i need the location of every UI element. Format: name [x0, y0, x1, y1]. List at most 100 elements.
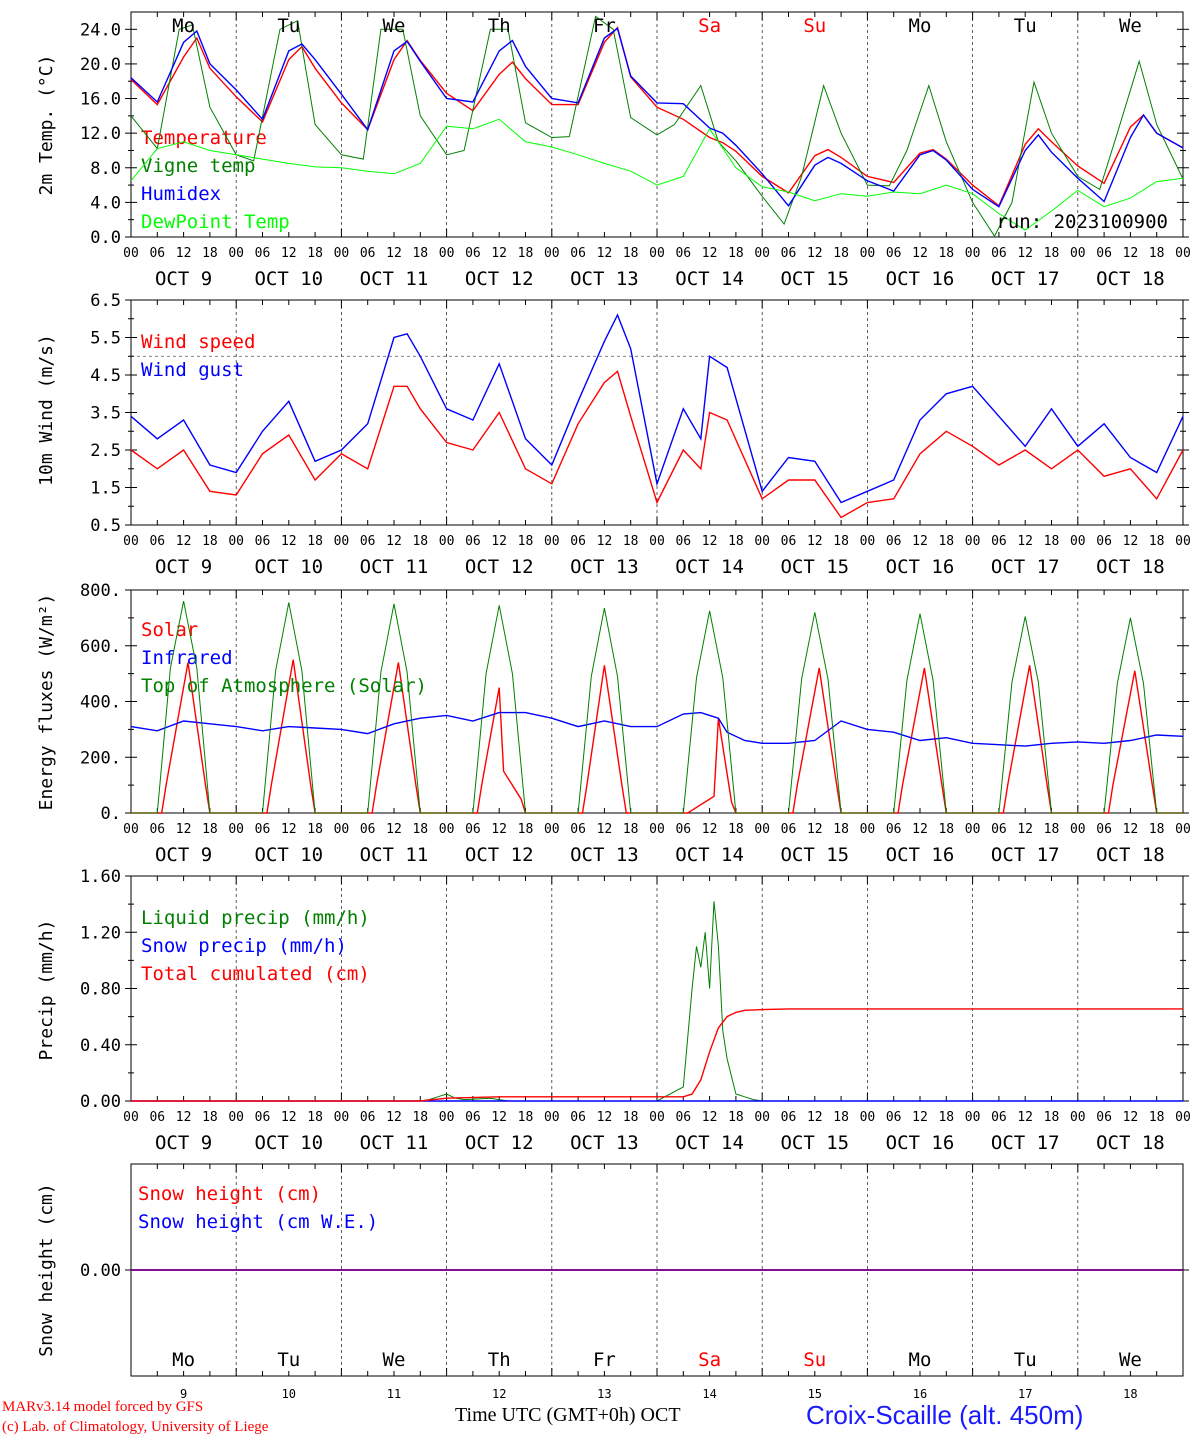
panel-1: 0.0 4.0 8.0 12.0 16.0 20.0 24.0 2m Temp. (°C) Te… [36, 11, 1191, 290]
hour-tick-label: 06 [991, 822, 1007, 837]
hour-tick-label: 00 [544, 1110, 560, 1125]
date-label: OCT 17 [991, 844, 1060, 866]
hour-tick-label: 06 [465, 534, 481, 549]
hour-tick-label: 00 [123, 534, 139, 549]
hour-tick-label: 06 [255, 246, 271, 261]
hour-tick-label: 12 [281, 822, 297, 837]
date-label: OCT 12 [465, 1132, 534, 1154]
hour-tick-label: 18 [938, 1110, 954, 1125]
hour-tick-label: 06 [360, 534, 376, 549]
y-axis-label: Precip (mm/h) [36, 920, 57, 1061]
series-line-1-1 [130, 26, 1184, 207]
y-tick-label: 400. [80, 693, 121, 713]
hour-tick-label: 06 [781, 246, 797, 261]
hour-tick-label: 18 [623, 822, 639, 837]
date-label: OCT 10 [254, 268, 323, 290]
date-label: OCT 18 [1096, 268, 1165, 290]
hour-tick-label: 06 [255, 534, 271, 549]
y-tick-label: 20.0 [80, 55, 121, 75]
hour-tick-label: 06 [886, 246, 902, 261]
day-number-label: 15 [808, 1387, 822, 1400]
hour-tick-label: 12 [597, 246, 613, 261]
hour-tick-label: 06 [465, 1110, 481, 1125]
hour-tick-label: 18 [518, 246, 534, 261]
hour-tick-label: 12 [597, 822, 613, 837]
legend-entry: DewPoint Temp [141, 211, 290, 233]
hour-tick-label: 06 [570, 822, 586, 837]
hour-tick-label: 18 [623, 246, 639, 261]
hour-tick-label: 18 [1044, 246, 1060, 261]
hour-tick-label: 12 [807, 246, 823, 261]
date-label: OCT 11 [360, 268, 429, 290]
hour-tick-label: 00 [1070, 534, 1086, 549]
hour-tick-label: 12 [597, 534, 613, 549]
weekday-label: We [383, 1349, 406, 1371]
y-tick-label: 0.00 [80, 1261, 121, 1281]
date-label: OCT 11 [360, 556, 429, 578]
y-tick-label: 1.60 [80, 867, 121, 887]
date-label: OCT 9 [155, 268, 212, 290]
weekday-label: We [383, 15, 406, 37]
hour-tick-label: 06 [1096, 1110, 1112, 1125]
weekday-label: Th [488, 1349, 511, 1371]
hour-tick-label: 00 [123, 822, 139, 837]
hour-tick-label: 00 [334, 246, 350, 261]
hour-tick-label: 00 [334, 534, 350, 549]
hour-tick-label: 06 [465, 246, 481, 261]
hour-tick-label: 00 [860, 822, 876, 837]
hour-tick-label: 00 [754, 1110, 770, 1125]
date-label: OCT 16 [886, 844, 955, 866]
panel-5: 0.00 Snow height (cm) Snow height (cm) Snow… [36, 1163, 1189, 1400]
hour-tick-label: 06 [675, 822, 691, 837]
meteogram: 0.0 4.0 8.0 12.0 16.0 20.0 24.0 2m Temp. (°C) Te… [36, 11, 1191, 1400]
hour-tick-label: 06 [360, 822, 376, 837]
weekday-label: Mo [172, 15, 195, 37]
y-tick-label: 8.0 [90, 159, 121, 179]
hour-tick-label: 18 [833, 822, 849, 837]
panel-2: 0.5 1.5 2.5 3.5 4.5 5.5 6.5 10m Wind (m/s) Wind … [36, 291, 1191, 578]
day-number-label: 10 [282, 1387, 296, 1400]
hour-tick-label: 18 [623, 534, 639, 549]
y-tick-label: 12.0 [80, 124, 121, 144]
weekday-label: Tu [1014, 1349, 1037, 1371]
hour-tick-label: 00 [123, 246, 139, 261]
day-number-label: 17 [1018, 1387, 1032, 1400]
hour-tick-label: 06 [991, 246, 1007, 261]
hour-tick-label: 00 [1175, 822, 1191, 837]
date-label: OCT 11 [360, 844, 429, 866]
y-tick-label: 0.5 [90, 516, 121, 536]
legend-entry: Top of Atmosphere (Solar) [141, 675, 427, 697]
hour-tick-label: 06 [149, 534, 165, 549]
hour-tick-label: 06 [255, 1110, 271, 1125]
hour-tick-label: 00 [544, 534, 560, 549]
hour-tick-label: 12 [702, 534, 718, 549]
y-tick-label: 3.5 [90, 404, 121, 424]
series-line-1-3 [130, 27, 1184, 208]
hour-tick-label: 12 [386, 246, 402, 261]
legend-entry: Total cumulated (cm) [141, 963, 370, 985]
hour-tick-label: 12 [1123, 1110, 1139, 1125]
date-label: OCT 15 [780, 268, 849, 290]
date-label: OCT 10 [254, 1132, 323, 1154]
y-axis-label: 2m Temp. (°C) [36, 55, 57, 196]
hour-tick-label: 06 [1096, 822, 1112, 837]
weekday-label: Mo [909, 1349, 932, 1371]
y-tick-label: 1.20 [80, 923, 121, 943]
date-label: OCT 18 [1096, 1132, 1165, 1154]
y-tick-label: 0.80 [80, 980, 121, 1000]
date-label: OCT 9 [155, 1132, 212, 1154]
legend-entry: Snow precip (mm/h) [141, 935, 347, 957]
hour-tick-label: 12 [1017, 822, 1033, 837]
hour-tick-label: 12 [912, 1110, 928, 1125]
date-label: OCT 14 [675, 268, 744, 290]
hour-tick-label: 12 [702, 822, 718, 837]
panel-3: 0. 200. 400. 600. 800. Energy fluxes (W/m²) So… [36, 581, 1191, 866]
hour-tick-label: 00 [228, 822, 244, 837]
hour-tick-label: 06 [149, 1110, 165, 1125]
series-line-1-2 [130, 15, 1184, 238]
hour-tick-label: 12 [807, 534, 823, 549]
hour-tick-label: 00 [1175, 246, 1191, 261]
y-tick-label: 4.0 [90, 193, 121, 213]
weekday-label: Tu [277, 1349, 300, 1371]
hour-tick-label: 18 [202, 246, 218, 261]
